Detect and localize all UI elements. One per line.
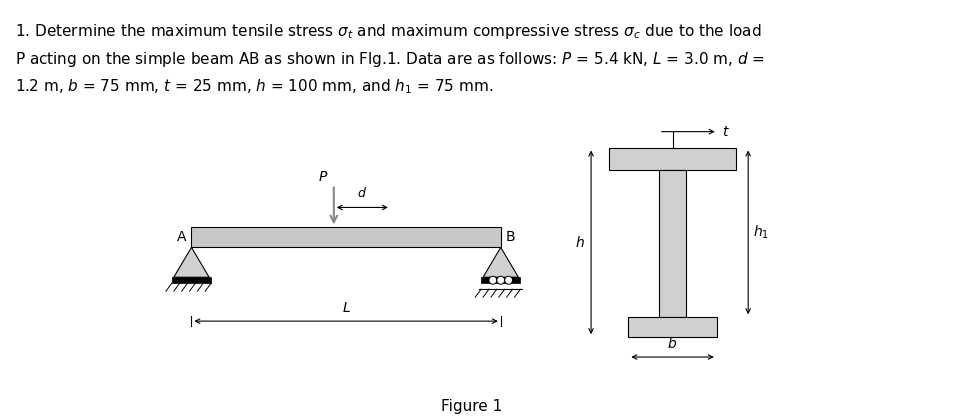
Text: $h$: $h$ <box>575 235 586 250</box>
Bar <box>609 148 736 170</box>
Text: B: B <box>506 230 516 245</box>
Circle shape <box>489 276 497 284</box>
Text: $t$: $t$ <box>722 125 730 139</box>
Bar <box>481 277 520 283</box>
Text: 1. Determine the maximum tensile stress $\sigma_t$ and maximum compressive stres: 1. Determine the maximum tensile stress … <box>14 22 761 41</box>
Text: Figure 1: Figure 1 <box>441 399 502 414</box>
Bar <box>629 317 717 337</box>
Bar <box>172 277 211 283</box>
Polygon shape <box>483 247 518 277</box>
Text: P acting on the simple beam AB as shown in Flg.1. Data are as follows: $P$ = 5.4: P acting on the simple beam AB as shown … <box>14 50 764 69</box>
Text: $b$: $b$ <box>667 336 678 351</box>
Text: $L$: $L$ <box>342 301 350 315</box>
Circle shape <box>505 276 513 284</box>
Text: $P$: $P$ <box>318 170 328 184</box>
Text: $d$: $d$ <box>357 186 368 201</box>
Text: $h_1$: $h_1$ <box>753 224 769 241</box>
Circle shape <box>497 276 505 284</box>
Text: A: A <box>177 230 186 245</box>
Polygon shape <box>174 247 209 277</box>
Bar <box>659 170 686 317</box>
Text: 1.2 m, $b$ = 75 mm, $t$ = 25 mm, $h$ = 100 mm, and $h_1$ = 75 mm.: 1.2 m, $b$ = 75 mm, $t$ = 25 mm, $h$ = 1… <box>14 78 493 97</box>
Bar <box>191 227 501 247</box>
